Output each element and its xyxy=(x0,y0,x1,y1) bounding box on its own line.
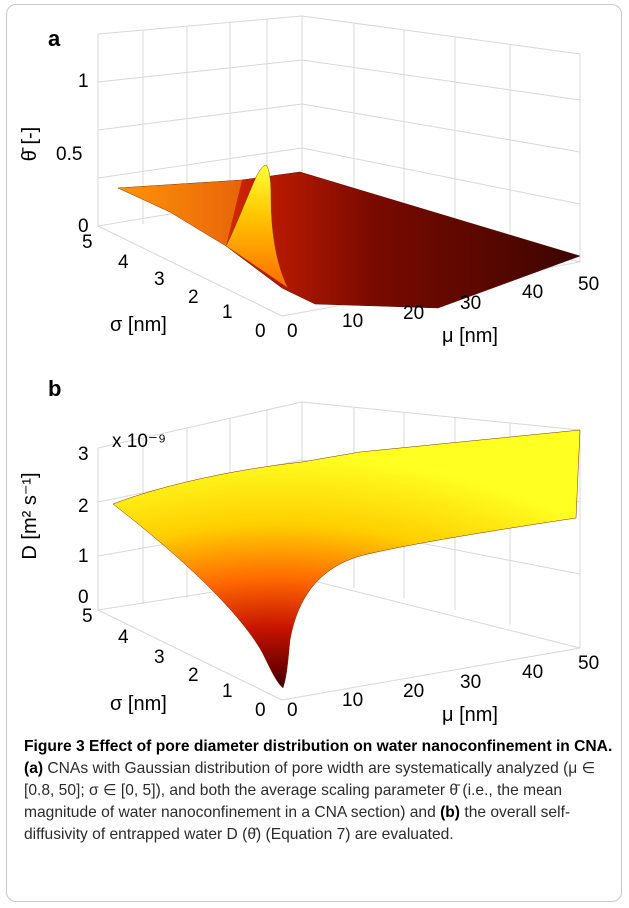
panel-a-xtick-30: 30 xyxy=(460,293,481,314)
panel-a-xtick-40: 40 xyxy=(522,282,543,303)
panel-b-ytick-4: 4 xyxy=(118,627,129,648)
figure-caption: Figure 3 Effect of pore diameter distrib… xyxy=(24,736,614,846)
panel-a-xtick-10: 10 xyxy=(342,311,363,332)
panel-b-label: b xyxy=(48,376,61,401)
panel-b-xtick-40: 40 xyxy=(522,662,543,683)
panel-a-xlabel: μ [nm] xyxy=(442,325,498,347)
panel-a-ytick-4: 4 xyxy=(118,252,129,273)
panel-b-exponent: x 10⁻⁹ xyxy=(112,431,166,452)
panel-b-ylabel: σ [nm] xyxy=(110,693,167,715)
panel-a-ztick-1: 1 xyxy=(78,71,89,92)
panel-b-xtick-10: 10 xyxy=(342,690,363,711)
panel-b-xtick-20: 20 xyxy=(403,681,424,702)
panel-a-ytick-3: 3 xyxy=(154,269,165,290)
panel-b-xtick-50: 50 xyxy=(578,653,599,674)
panel-b-ytick-2: 2 xyxy=(188,665,199,686)
surface-b xyxy=(112,429,581,689)
surface-a-front-sheen xyxy=(118,180,242,246)
panel-a-ytick-2: 2 xyxy=(188,287,199,308)
caption-label-b: (b) xyxy=(440,804,461,821)
panel-b-ytick-0: 0 xyxy=(255,700,266,721)
panel-a-xtick-20: 20 xyxy=(403,303,424,324)
panel-a-label: a xyxy=(48,26,61,51)
caption-label-a: (a) xyxy=(24,760,44,777)
panel-a-ytick-0: 0 xyxy=(255,321,266,342)
panel-b-ztick-0: 0 xyxy=(78,587,89,608)
panel-b-ztick-2: 2 xyxy=(78,496,89,517)
panel-a-zlabel: θ̄ [-] xyxy=(19,127,41,161)
panel-b-zlabel: D [m² s⁻¹] xyxy=(19,472,41,559)
panel-b-floor xyxy=(97,609,581,701)
panel-a-ylabel: σ [nm] xyxy=(110,314,167,336)
panel-b-ytick-5: 5 xyxy=(82,606,93,627)
panel-a-xtick-50: 50 xyxy=(578,274,599,295)
surface-a-peak xyxy=(225,164,289,289)
panel-a: a xyxy=(19,15,599,347)
panel-a-ytick-1: 1 xyxy=(222,302,233,323)
panel-a-ztick-05: 0.5 xyxy=(56,144,82,165)
panel-b-ytick-1: 1 xyxy=(222,681,233,702)
panel-b-ztick-3: 3 xyxy=(78,444,89,465)
panel-a-xtick-0: 0 xyxy=(287,321,298,342)
panel-b-xlabel: μ [nm] xyxy=(442,704,498,726)
panel-b-ztick-1: 1 xyxy=(78,546,89,567)
panel-b-xtick-30: 30 xyxy=(460,672,481,693)
panel-b-ytick-3: 3 xyxy=(154,647,165,668)
panel-a-ztick-0: 0 xyxy=(78,216,89,237)
caption-text-b: the overall self-diffusivity of entrappe… xyxy=(24,804,571,843)
caption-title: Figure 3 Effect of pore diameter distrib… xyxy=(24,738,613,755)
panel-b-xtick-0: 0 xyxy=(287,700,298,721)
panel-a-ytick-5: 5 xyxy=(82,232,93,253)
panel-b: b x 10⁻⁹ xyxy=(19,376,599,726)
caption-text-a: CNAs with Gaussian distribution of pore … xyxy=(24,760,596,821)
